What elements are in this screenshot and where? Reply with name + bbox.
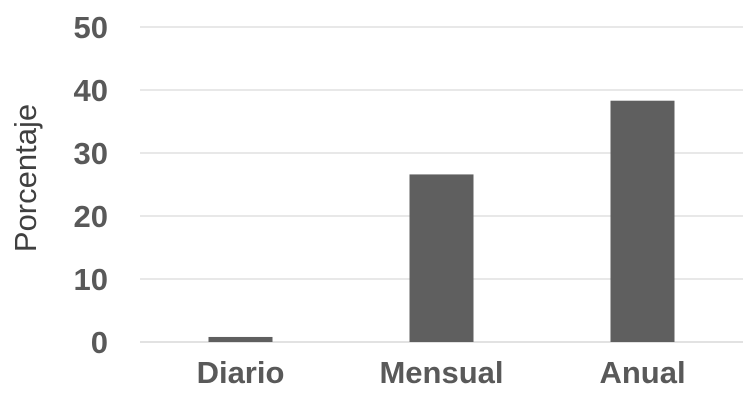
y-tick-label: 10	[74, 262, 108, 297]
y-tick-label: 50	[74, 10, 108, 45]
bar-anual	[610, 100, 675, 343]
y-tick-label: 0	[91, 325, 108, 360]
bar-diario	[208, 336, 273, 342]
y-axis-title: Porcentaje	[8, 104, 43, 252]
bars	[208, 100, 675, 343]
y-tick-label: 30	[74, 136, 108, 171]
x-axis-category-labels: Diario Mensual Anual	[197, 355, 686, 390]
x-category-label: Diario	[197, 355, 285, 390]
y-tick-label: 20	[74, 199, 108, 234]
y-axis-tick-labels: 0 10 20 30 40 50	[74, 10, 108, 360]
x-category-label: Mensual	[379, 355, 503, 390]
x-category-label: Anual	[599, 355, 685, 390]
bar-mensual	[409, 174, 474, 342]
y-tick-label: 40	[74, 73, 108, 108]
